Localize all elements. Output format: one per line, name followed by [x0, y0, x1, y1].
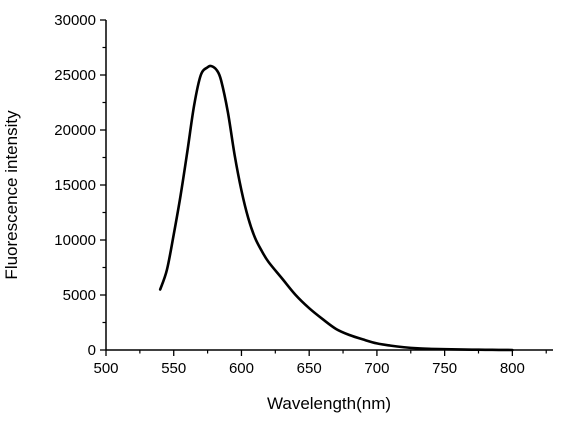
y-tick-label: 30000 [54, 12, 96, 29]
x-tick-label: 750 [432, 360, 457, 377]
x-axis: 500 550 600 650 700 750 800 [93, 349, 553, 377]
y-tick-label: 15000 [54, 177, 96, 194]
x-axis-title: Wavelength(nm) [267, 394, 391, 413]
y-axis: 0 5000 10000 15000 20000 25000 30000 [54, 12, 107, 359]
x-tick-label: 800 [500, 360, 525, 377]
x-tick-label: 650 [297, 360, 322, 377]
series-layer [158, 64, 514, 352]
y-tick-label: 5000 [63, 287, 96, 304]
x-tick-label: 600 [229, 360, 254, 377]
y-tick-label: 0 [88, 342, 96, 359]
x-tick-label: 550 [161, 360, 186, 377]
x-tick-label: 700 [364, 360, 389, 377]
y-axis-title: Fluorescence intensity [2, 110, 21, 280]
series-line [158, 64, 514, 352]
y-tick-label: 10000 [54, 232, 96, 249]
y-tick-label: 20000 [54, 122, 96, 139]
x-tick-label: 500 [93, 360, 118, 377]
y-tick-label: 25000 [54, 67, 96, 84]
